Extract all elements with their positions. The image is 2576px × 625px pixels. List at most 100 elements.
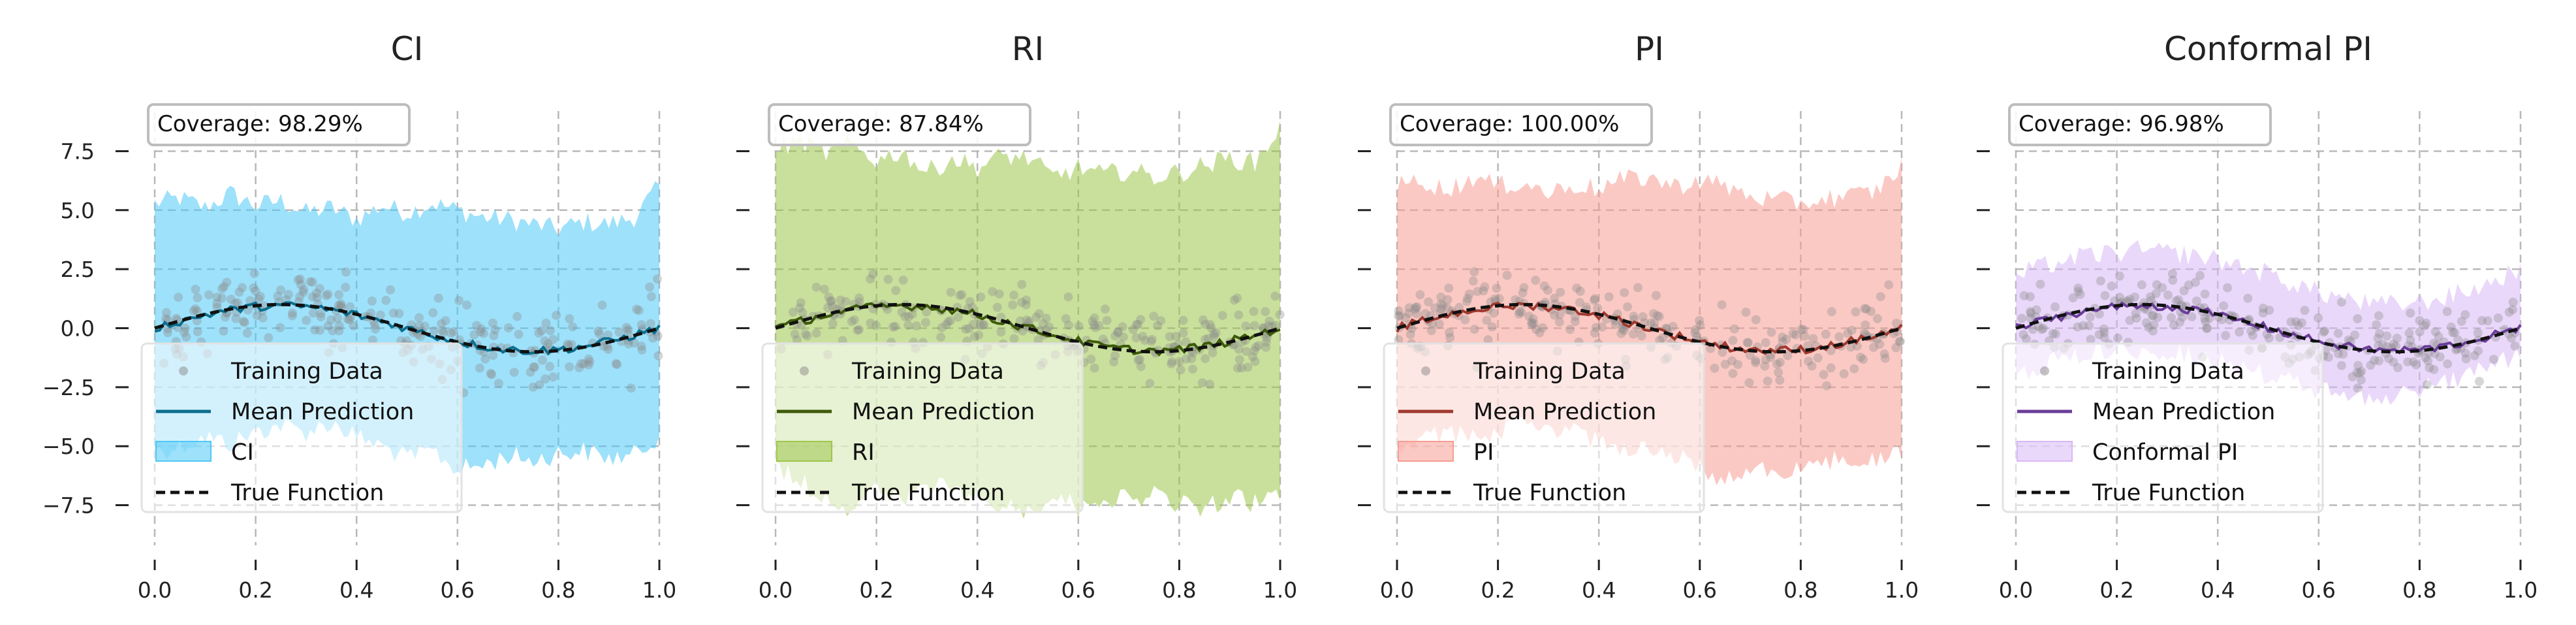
training-point [1494, 294, 1504, 304]
training-point [2352, 368, 2362, 377]
training-point [2078, 321, 2088, 330]
training-point [1009, 334, 1019, 344]
training-point [254, 295, 264, 304]
coverage-box [1389, 103, 1653, 146]
training-point [2223, 283, 2233, 293]
training-point [2191, 296, 2201, 306]
training-point [1394, 335, 1404, 345]
training-point [2107, 281, 2116, 291]
training-point [568, 322, 578, 332]
training-point [1856, 353, 1866, 362]
training-point [849, 315, 859, 325]
training-point [1593, 303, 1603, 313]
training-point [1198, 315, 1208, 325]
training-point [1691, 325, 1701, 334]
training-data-points [776, 269, 1285, 389]
training-point [1188, 364, 1197, 374]
training-point [2461, 354, 2471, 364]
training-point [1024, 317, 1034, 327]
coverage-text: Coverage: 87.84% [778, 111, 984, 137]
training-point [612, 360, 622, 369]
training-point [1250, 357, 1260, 366]
y-tick-label: 5.0 [61, 198, 95, 223]
training-point [828, 301, 838, 311]
training-point [1884, 280, 1894, 290]
x-tick-label: 1.0 [1263, 577, 1297, 603]
training-point [2144, 323, 2154, 332]
training-point [1741, 308, 1751, 317]
training-point [2374, 356, 2384, 366]
training-point [1543, 285, 1552, 295]
training-point [1430, 303, 1439, 313]
x-tick-label: 0.6 [1683, 577, 1717, 603]
legend: Training Data Mean Prediction PI True Funct… [1383, 342, 1705, 513]
training-point [2032, 305, 2041, 315]
training-point [978, 320, 988, 330]
training-point [1038, 319, 1048, 329]
training-point [428, 308, 438, 317]
training-point [487, 370, 497, 379]
training-point [2073, 322, 2082, 332]
training-point [584, 360, 593, 370]
mean-prediction-line [1396, 301, 1903, 355]
training-point [1531, 276, 1541, 285]
training-point [1473, 287, 1483, 296]
training-point [1843, 329, 1853, 338]
training-point [2025, 292, 2035, 302]
training-point [2146, 296, 2156, 306]
training-point [629, 338, 639, 348]
training-point [652, 274, 662, 284]
training-point [1261, 342, 1271, 352]
training-point [233, 298, 242, 308]
training-point [328, 326, 338, 336]
training-point [191, 285, 200, 294]
training-point [2357, 366, 2366, 376]
legend: Training Data Mean Prediction Conformal PI… [2002, 342, 2324, 513]
training-point [2100, 291, 2110, 300]
training-point [1454, 302, 1464, 312]
training-point [315, 283, 324, 293]
training-point [477, 324, 486, 334]
x-tick-label: 0.2 [2099, 577, 2133, 603]
legend-frame [140, 342, 463, 513]
training-point [2319, 327, 2329, 337]
training-point [2457, 317, 2466, 327]
training-point [841, 296, 851, 306]
training-point [288, 308, 297, 318]
training-point [1772, 359, 1782, 369]
training-point [2084, 321, 2094, 330]
training-point [1469, 325, 1479, 334]
training-point [1480, 282, 1490, 292]
training-point [637, 345, 647, 355]
training-point [441, 316, 450, 326]
training-point [2475, 377, 2484, 386]
training-point [2151, 289, 2161, 298]
training-point [1153, 321, 1162, 330]
training-point [1519, 283, 1529, 293]
training-point [1839, 369, 1849, 379]
training-point [275, 285, 285, 295]
x-tick-label: 0.8 [1783, 577, 1817, 603]
training-point [2115, 293, 2124, 302]
training-point [366, 308, 375, 318]
training-point [255, 292, 265, 301]
training-point [220, 312, 230, 322]
training-point [2320, 326, 2329, 336]
training-point [567, 340, 576, 349]
training-point [479, 329, 488, 338]
training-point [1492, 283, 1501, 293]
training-point [2423, 356, 2433, 366]
training-point [1443, 295, 1453, 304]
training-point [1090, 320, 1099, 330]
training-point [1876, 292, 1885, 302]
training-point [2202, 323, 2212, 333]
training-point [341, 267, 351, 277]
training-point [593, 327, 603, 336]
training-point [1620, 288, 1629, 298]
training-point [336, 299, 346, 309]
x-tick-label: 1.0 [1885, 577, 1919, 603]
training-point [1804, 357, 1814, 366]
training-point [1181, 337, 1191, 347]
training-point [2125, 295, 2135, 304]
training-point [968, 319, 978, 329]
